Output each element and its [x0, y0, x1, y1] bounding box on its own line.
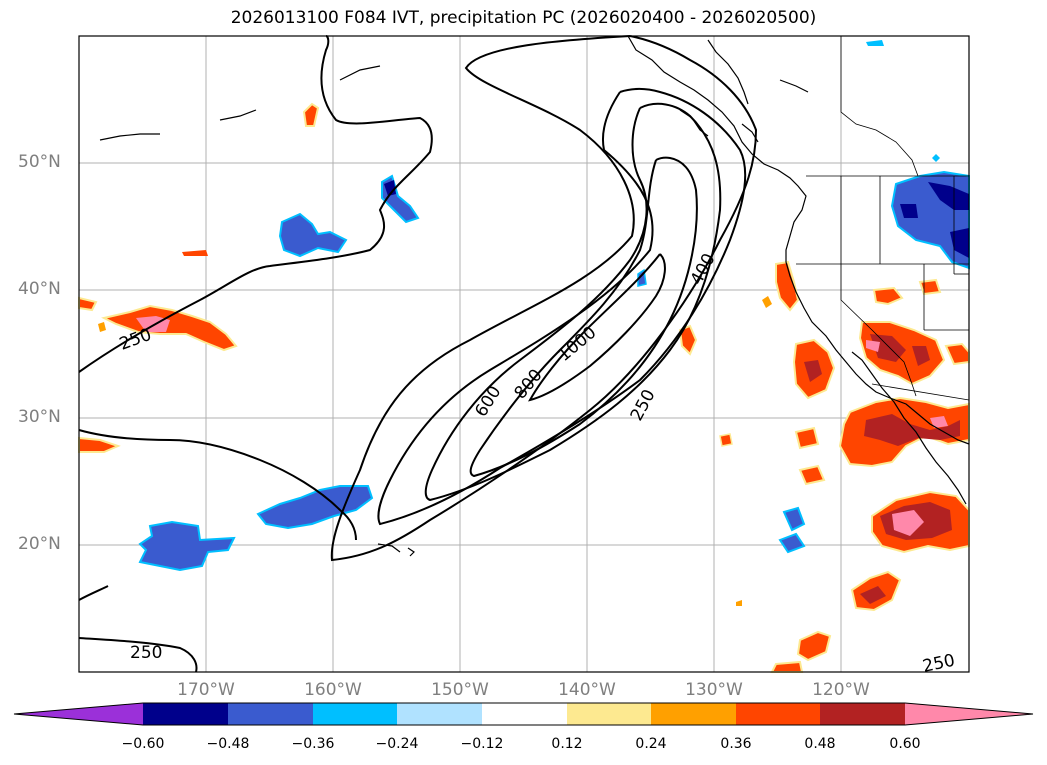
colorbar-segment-8 [736, 703, 820, 725]
lat-label-50n: 50°N [18, 152, 61, 172]
contour-labels: 250 600 800 1000 400 250 250 250 [117, 250, 957, 677]
colorbar-tick-7: 0.36 [720, 736, 752, 752]
colorbar-segment-9 [820, 703, 905, 725]
lon-label-130w: 130°W [685, 680, 743, 700]
lat-label-20n: 20°N [18, 534, 61, 554]
colorbar-tick-2: −0.36 [291, 736, 335, 752]
colorbar-tick-3: −0.24 [375, 736, 419, 752]
ivt-contour-250-south [78, 429, 357, 541]
colorbar-segment-4 [397, 703, 482, 725]
lon-label-150w: 150°W [431, 680, 489, 700]
colorbar-tick-6: 0.24 [635, 736, 667, 752]
negative-anomaly-areas [138, 40, 970, 572]
contour-label-250-bottom: 250 [130, 643, 162, 663]
map-plot: 250 600 800 1000 400 250 250 250 [78, 35, 970, 677]
ivt-contour-1000 [528, 253, 666, 402]
ivt-contour-800 [469, 156, 698, 478]
colorbar-segment-1 [143, 703, 228, 725]
colorbar-tick-9: 0.60 [889, 736, 921, 752]
lon-label-140w: 140°W [558, 680, 616, 700]
lon-label-120w: 120°W [812, 680, 870, 700]
ivt-contour-250-west [78, 35, 433, 373]
colorbar-segment-6 [567, 703, 651, 725]
coastlines [99, 35, 970, 557]
colorbar-segment-0 [14, 703, 143, 725]
colorbar-tick-8: 0.48 [804, 736, 836, 752]
ivt-contour-250-bottom [78, 637, 198, 673]
ivt-contour-250-plume [330, 35, 758, 562]
colorbar-tick-5: 0.12 [551, 736, 583, 752]
colorbar-segment-5 [482, 703, 567, 725]
contour-label-250-west: 250 [117, 325, 154, 355]
colorbar-tick-4: −0.12 [460, 736, 504, 752]
ivt-contour-600 [424, 102, 722, 502]
map-title: 2026013100 F084 IVT, precipitation PC (2… [230, 8, 817, 28]
lon-label-160w: 160°W [304, 680, 362, 700]
gridlines [79, 36, 969, 672]
lat-label-40n: 40°N [18, 279, 61, 299]
contour-label-250-corner: 250 [921, 651, 957, 677]
colorbar-tick-1: −0.48 [206, 736, 250, 752]
colorbar-segment-7 [651, 703, 736, 725]
ivt-contour-400 [377, 88, 747, 526]
colorbar-outline [13, 702, 1034, 726]
colorbar [13, 702, 1034, 726]
ivt-contours [78, 35, 758, 673]
colorbar-segment-10 [905, 703, 1033, 725]
borders [796, 36, 970, 401]
colorbar-segment-3 [313, 703, 397, 725]
contour-label-600: 600 [471, 383, 505, 421]
lon-label-170w: 170°W [177, 680, 235, 700]
colorbar-tick-0: −0.60 [121, 736, 165, 752]
map-frame [78, 35, 970, 673]
lat-label-30n: 30°N [18, 407, 61, 427]
colorbar-segment-2 [228, 703, 313, 725]
positive-anomaly-areas [78, 102, 970, 673]
